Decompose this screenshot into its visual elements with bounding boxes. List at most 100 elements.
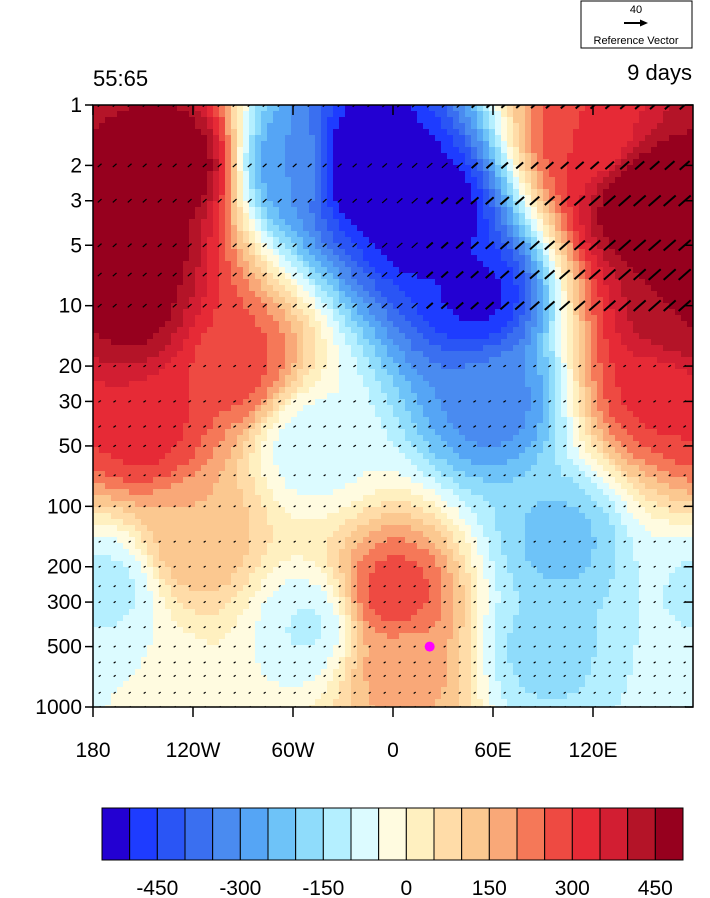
heat-cell xyxy=(381,165,388,172)
heat-cell xyxy=(669,189,676,196)
heat-cell xyxy=(687,393,693,400)
heat-cell xyxy=(309,267,316,274)
heat-cell xyxy=(339,201,346,208)
heat-cell xyxy=(465,201,472,208)
heat-cell xyxy=(609,231,616,238)
heat-cell xyxy=(489,261,496,268)
heat-cell xyxy=(399,219,406,226)
heat-cell xyxy=(297,183,304,190)
heat-cell xyxy=(243,153,250,160)
heat-cell xyxy=(339,117,346,124)
heat-cell xyxy=(201,153,208,160)
heat-cell xyxy=(573,375,580,382)
heat-cell xyxy=(657,303,664,310)
heat-cell xyxy=(555,177,562,184)
heat-cell xyxy=(249,123,256,130)
heat-cell xyxy=(495,135,502,142)
heat-cell xyxy=(681,219,688,226)
heat-cell xyxy=(537,363,544,370)
heat-cell xyxy=(483,147,490,154)
heat-cell xyxy=(645,369,652,376)
heat-cell xyxy=(441,267,448,274)
heat-cell xyxy=(333,159,340,166)
heat-cell xyxy=(597,345,604,352)
heat-cell xyxy=(519,351,526,358)
heat-cell xyxy=(123,237,130,244)
heat-cell xyxy=(219,141,226,148)
heat-cell xyxy=(345,237,352,244)
heat-cell xyxy=(639,369,646,376)
heat-cell xyxy=(687,243,693,250)
heat-cell xyxy=(123,261,130,268)
heat-cell xyxy=(375,279,382,286)
heat-cell xyxy=(183,327,190,334)
heat-cell xyxy=(423,195,430,202)
heat-cell xyxy=(297,129,304,136)
heat-cell xyxy=(183,291,190,298)
heat-cell xyxy=(675,351,682,358)
heat-cell xyxy=(543,219,550,226)
heat-cell xyxy=(459,345,466,352)
heat-cell xyxy=(591,327,598,334)
heat-cell xyxy=(441,327,448,334)
heat-cell xyxy=(429,297,436,304)
heat-cell xyxy=(429,231,436,238)
heat-cell xyxy=(549,153,556,160)
heat-cell xyxy=(99,189,106,196)
heat-cell xyxy=(243,393,250,400)
heat-cell xyxy=(93,339,100,346)
heat-cell xyxy=(99,201,106,208)
heat-cell xyxy=(153,255,160,262)
heat-cell xyxy=(189,147,196,154)
heat-cell xyxy=(417,123,424,130)
heat-cell xyxy=(357,207,364,214)
heat-cell xyxy=(555,369,562,376)
heat-cell xyxy=(303,303,310,310)
heat-cell xyxy=(561,249,568,256)
heat-cell xyxy=(255,147,262,154)
heat-cell xyxy=(273,105,280,112)
heat-cell xyxy=(471,327,478,334)
heat-cell xyxy=(393,237,400,244)
heat-cell xyxy=(477,315,484,322)
heat-cell xyxy=(93,279,100,286)
heat-cell xyxy=(639,189,646,196)
heat-cell xyxy=(183,381,190,388)
heat-cell xyxy=(309,345,316,352)
heat-cell xyxy=(315,273,322,280)
heat-cell xyxy=(681,339,688,346)
heat-cell xyxy=(195,345,202,352)
heat-cell xyxy=(93,171,100,178)
heat-cell xyxy=(279,123,286,130)
heat-cell xyxy=(597,375,604,382)
heat-cell xyxy=(351,267,358,274)
heat-cell xyxy=(447,219,454,226)
heat-cell xyxy=(591,339,598,346)
heat-cell xyxy=(663,177,670,184)
heat-cell xyxy=(681,255,688,262)
heat-cell xyxy=(651,267,658,274)
heat-cell xyxy=(537,117,544,124)
heat-cell xyxy=(465,129,472,136)
heat-cell xyxy=(297,387,304,394)
heat-cell xyxy=(309,207,316,214)
heat-cell xyxy=(489,255,496,262)
heat-cell xyxy=(237,321,244,328)
heat-cell xyxy=(213,231,220,238)
heat-cell xyxy=(111,213,118,220)
heat-cell xyxy=(435,135,442,142)
heat-cell xyxy=(315,345,322,352)
heat-cell xyxy=(363,111,370,118)
heat-cell xyxy=(651,159,658,166)
heat-cell xyxy=(615,375,622,382)
heat-cell xyxy=(129,375,136,382)
heat-cell xyxy=(279,207,286,214)
heat-cell xyxy=(219,375,226,382)
heat-cell xyxy=(267,207,274,214)
heat-cell xyxy=(183,399,190,406)
heat-cell xyxy=(399,279,406,286)
heat-cell xyxy=(543,399,550,406)
heat-cell xyxy=(453,285,460,292)
heat-cell xyxy=(621,195,628,202)
heat-cell xyxy=(465,135,472,142)
